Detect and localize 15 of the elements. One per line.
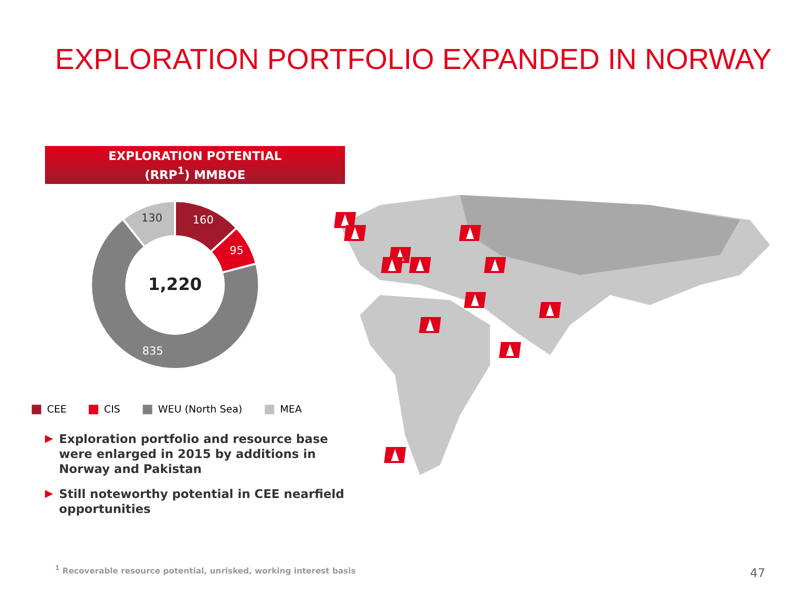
text: 1,220 [148,275,202,295]
text: $^{1}$ Recoverable resource potential, unrisked, working interest basis [55,564,356,576]
legend-label: MEA [280,404,302,416]
data-label: 130 [141,212,162,225]
legend-label: CIS [104,404,120,416]
text: Still noteworthy potential in CEE nearfield opportunities [58,487,345,517]
text: 47 [750,566,766,580]
data-label: 835 [142,344,164,358]
chart-subtitle: EXPLORATION POTENTIAL (RRP$^{1}$) MMBOE [45,146,345,184]
legend-label: WEU (North Sea) [158,404,242,416]
text: Exploration portfolio and resource base were enlarged in 2015 by additions in Norway and Pakistan [58,432,330,477]
legend-label: CEE [47,404,67,416]
data-label: 160 [192,214,214,227]
text: EXPLORATION PORTFOLIO EXPANDED IN NORWAY [55,44,772,77]
data-label: 95 [230,244,244,258]
